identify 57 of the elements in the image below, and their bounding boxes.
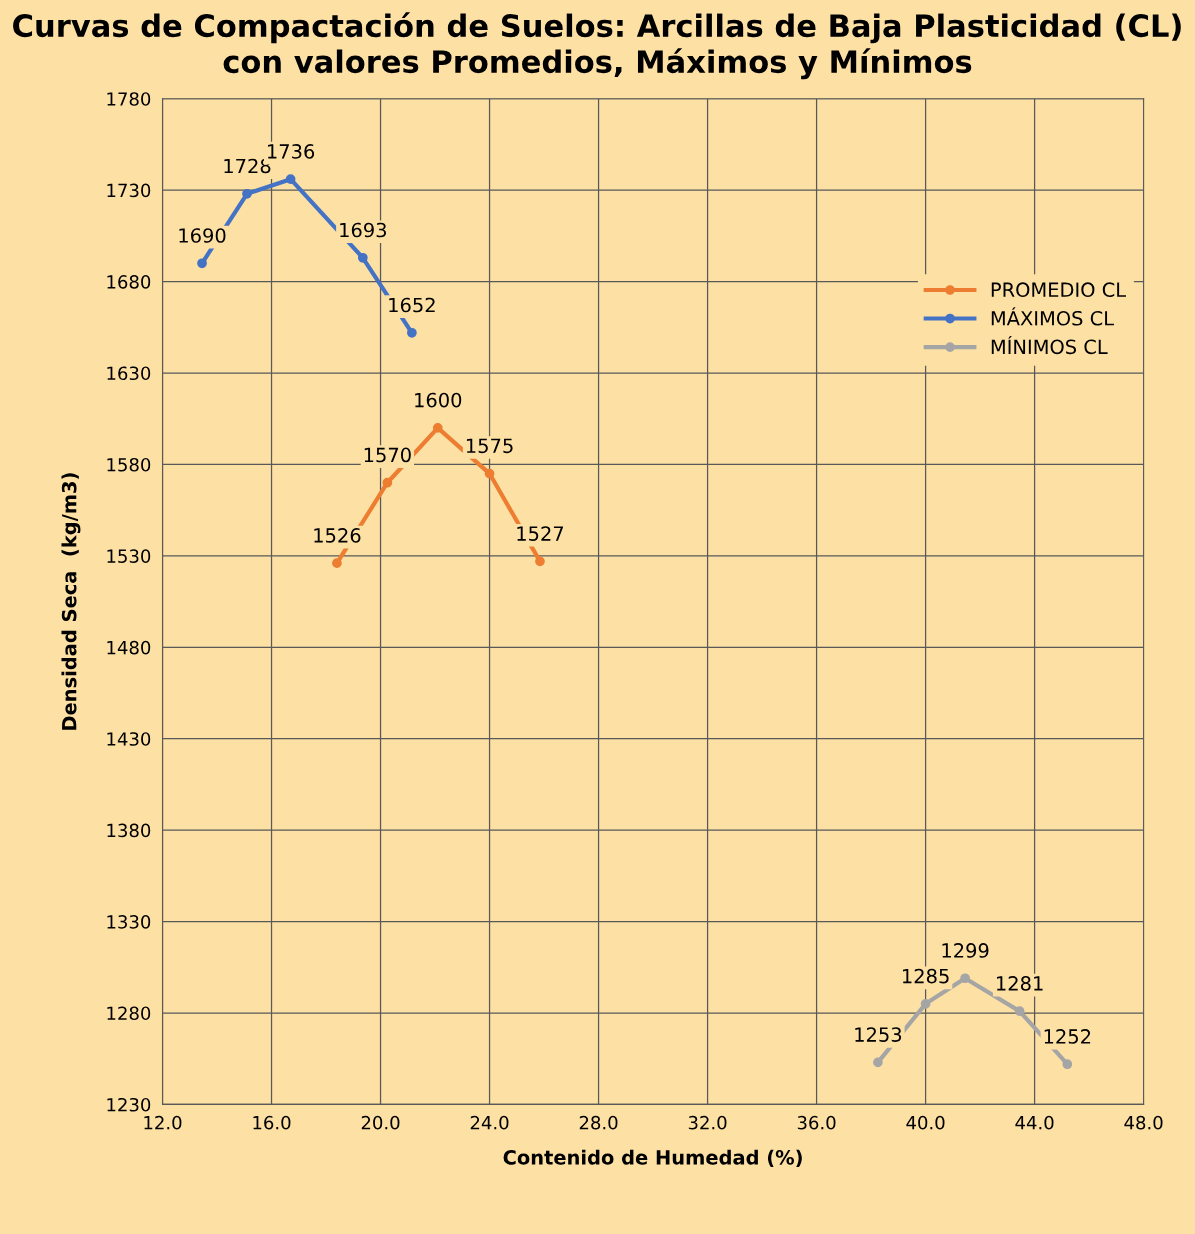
point <box>357 252 368 263</box>
x-tick-label: 16.0 <box>253 1115 291 1130</box>
data-label: 1652 <box>389 297 435 313</box>
x-tick-label: 40.0 <box>906 1115 945 1130</box>
point <box>242 188 252 199</box>
data-label: 1252 <box>1044 1029 1091 1044</box>
point <box>484 468 495 479</box>
point <box>960 973 970 984</box>
y-tick-label: 1730 <box>107 183 151 198</box>
point <box>407 327 417 338</box>
chart-title: Curvas de Compactación de Suelos: Arcillas de Baja Plasticidad (CL) con valores Promedios, Máximos y Mínimos <box>13 12 1181 80</box>
data-label: 1299 <box>942 943 989 958</box>
point <box>873 1057 883 1068</box>
point <box>432 422 443 433</box>
point <box>285 174 296 185</box>
y-tick-label: 1580 <box>107 457 151 472</box>
x-tick-label: 24.0 <box>470 1115 509 1130</box>
data-label: 1693 <box>340 222 387 238</box>
y-axis-title: Densidad Seca (kg/m3) <box>61 473 81 730</box>
y-tick-label: 1480 <box>107 640 151 655</box>
point <box>1062 1059 1073 1070</box>
y-tick-label: 1330 <box>107 915 151 929</box>
x-tick-label: 32.0 <box>688 1115 727 1130</box>
data-label: 1570 <box>364 447 411 463</box>
data-label: 1285 <box>902 968 949 984</box>
data-label: 1736 <box>268 144 315 159</box>
y-tick-label: 1780 <box>107 92 151 106</box>
x-tick-label: 20.0 <box>361 1115 400 1130</box>
y-tick-label: 1280 <box>107 1006 151 1021</box>
y-tick-label: 1430 <box>107 732 151 746</box>
y-tick-label: 1230 <box>107 1097 151 1112</box>
x-tick-label: 12.0 <box>144 1115 182 1130</box>
data-label: 1600 <box>415 392 462 408</box>
data-label: 1281 <box>997 976 1043 991</box>
x-tick-label: 44.0 <box>1015 1115 1054 1130</box>
x-tick-label: 48.0 <box>1124 1115 1163 1130</box>
x-axis-title: Contenido de Humedad (%) <box>503 1149 802 1168</box>
point <box>332 558 342 569</box>
y-tick-label: 1530 <box>107 549 151 563</box>
point <box>1014 1006 1025 1017</box>
y-tick-label: 1380 <box>107 823 151 838</box>
point <box>920 998 931 1009</box>
legend-label: PROMEDIO CL <box>991 282 1126 298</box>
legend-label: MÁXIMOS CL <box>991 307 1114 326</box>
point <box>197 258 207 269</box>
x-tick-label: 36.0 <box>797 1115 836 1130</box>
point <box>382 477 393 488</box>
data-label: 1526 <box>314 528 361 543</box>
data-label: 1527 <box>517 526 564 541</box>
legend-label: MÍNIMOS CL <box>991 335 1108 355</box>
point <box>535 556 545 567</box>
y-tick-label: 1630 <box>107 366 151 381</box>
data-label: 1575 <box>466 438 513 454</box>
y-tick-label: 1680 <box>107 275 151 289</box>
data-label: 1690 <box>179 228 226 243</box>
data-label: 1253 <box>855 1027 902 1042</box>
x-tick-label: 28.0 <box>579 1115 618 1130</box>
